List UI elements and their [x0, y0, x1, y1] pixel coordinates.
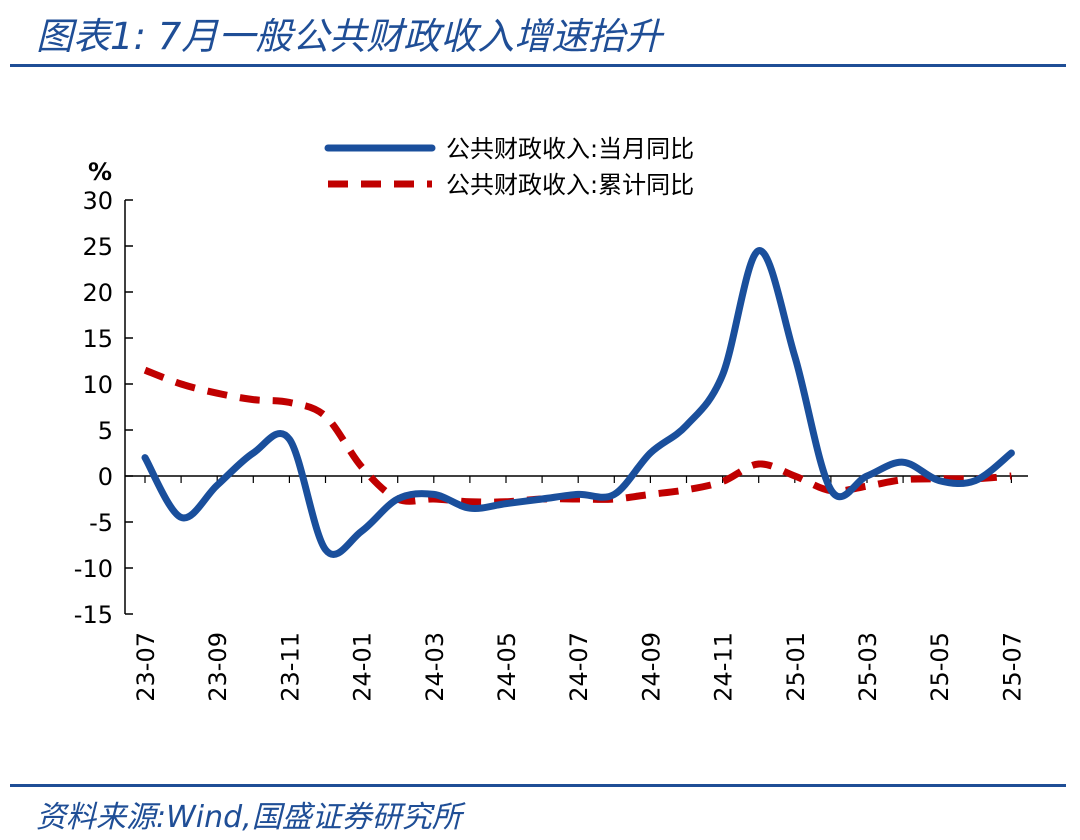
x-tick-label: 25-01	[782, 632, 810, 702]
x-tick-label: 24-09	[637, 632, 665, 702]
legend-label: 公共财政收入:累计同比	[446, 171, 694, 199]
series-line-monthly-yoy	[141, 247, 1015, 558]
footer-divider	[10, 784, 1066, 787]
source-note: 资料来源:Wind,国盛证券研究所	[36, 800, 462, 835]
y-tick-label: 10	[82, 371, 113, 399]
x-tick-label: 24-07	[565, 632, 593, 702]
chart-series	[141, 247, 1015, 558]
x-tick-label: 25-03	[854, 632, 882, 702]
chart-axes: 30 25 20 15 10 5 0 -5 -10 -15 23-07 23-09 23-11 24-01…	[74, 187, 1028, 702]
y-tick-label: -10	[74, 555, 113, 583]
x-tick-label: 24-03	[421, 632, 449, 702]
line-chart: 30 25 20 15 10 5 0 -5 -10 -15 23-07 23-09 23-11 24-01…	[74, 135, 1028, 702]
x-tick-label: 25-07	[998, 632, 1026, 702]
y-tick-label: 30	[82, 187, 113, 215]
y-tick-label: -15	[74, 601, 113, 629]
x-tick-label: 24-01	[349, 632, 377, 702]
y-tick-label: 25	[82, 233, 113, 261]
x-tick-label: 24-11	[710, 632, 738, 702]
x-tick-label: 23-07	[132, 632, 160, 702]
y-tick-label: 20	[82, 279, 113, 307]
x-tick-label: 23-11	[276, 632, 304, 702]
y-tick-label: 0	[98, 463, 113, 491]
y-unit-label: %	[88, 158, 112, 186]
y-tick-label: -5	[89, 509, 113, 537]
legend-label: 公共财政收入:当月同比	[446, 135, 694, 163]
x-tick-label: 25-05	[926, 632, 954, 702]
y-tick-label: 5	[98, 417, 113, 445]
x-tick-label: 23-09	[204, 632, 232, 702]
y-tick-label: 15	[82, 325, 113, 353]
title-divider	[10, 64, 1066, 67]
x-tick-label: 24-05	[493, 632, 521, 702]
series-line-cumulative-yoy	[143, 366, 1012, 506]
page-title: 图表1: 7月一般公共财政收入增速抬升	[36, 15, 663, 58]
